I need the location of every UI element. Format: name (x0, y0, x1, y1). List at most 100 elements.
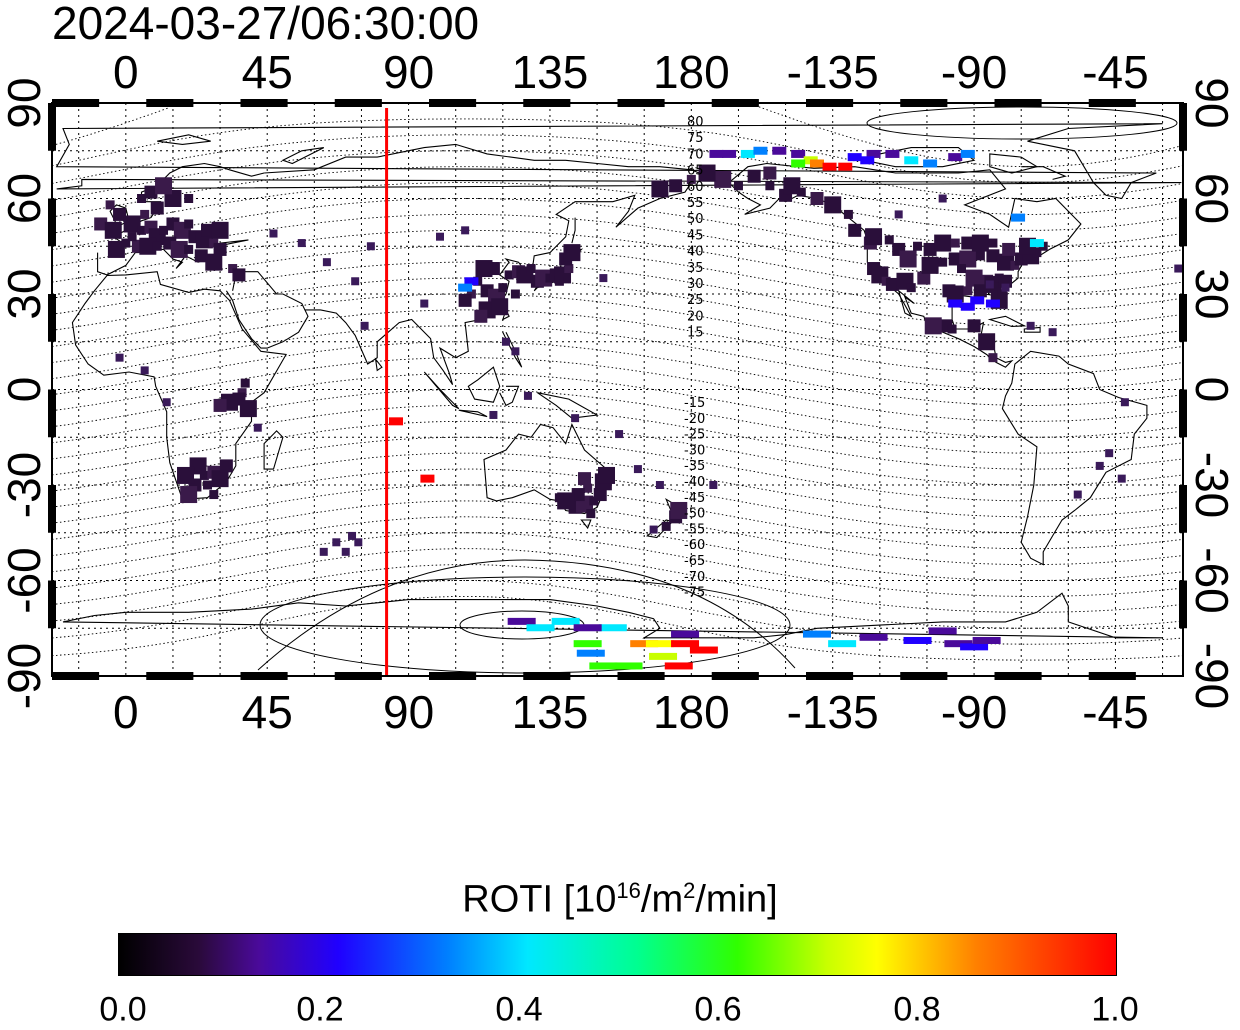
roti-high-point (903, 636, 932, 644)
roti-patch (714, 170, 732, 188)
roti-point (269, 229, 278, 238)
coastline (423, 371, 460, 410)
contour-label: 25 (687, 293, 704, 308)
roti-point (322, 258, 331, 267)
roti-patch (973, 284, 987, 298)
roti-patch (201, 223, 215, 237)
right-lat-label: 90 (1186, 77, 1238, 128)
right-lat-label: -30 (1186, 452, 1238, 518)
roti-patch (144, 185, 158, 199)
frame-tick-bar (994, 672, 1042, 680)
frame-tick-bar (523, 672, 571, 680)
roti-patch (885, 277, 899, 291)
colorbar-tick-4: 0.8 (893, 990, 941, 1029)
coastline (281, 147, 325, 165)
roti-high-point (960, 149, 975, 158)
roti-patch (661, 521, 671, 531)
roti-patch (996, 253, 1014, 271)
roti-high-point (420, 474, 435, 483)
top-lon-label: -45 (1082, 46, 1148, 98)
roti-patch (963, 286, 973, 296)
frame-tick-bar (48, 485, 56, 533)
roti-patch (583, 483, 593, 493)
frame-tick-bar (523, 99, 571, 107)
roti-point (332, 538, 341, 547)
roti-patch (205, 253, 223, 271)
roti-high-point (948, 153, 963, 162)
contour-label: -40 (684, 475, 705, 490)
roti-patch (921, 256, 939, 274)
coastline (499, 385, 520, 407)
roti-point (1120, 398, 1129, 407)
roti-high-point (828, 640, 857, 648)
roti-patch (947, 324, 957, 334)
roti-high-point (614, 662, 643, 670)
frame-tick-bar (1179, 580, 1187, 629)
frame-tick-bar (1088, 99, 1136, 107)
frame-tick-bar (48, 580, 56, 629)
roti-point (489, 410, 498, 419)
top-lon-label: 90 (383, 46, 434, 98)
roti-high-point (944, 640, 973, 648)
roti-point (435, 232, 444, 241)
frame-tick-bar (334, 672, 382, 680)
roti-patch (475, 260, 493, 278)
roti-high-point (573, 640, 602, 648)
left-lat-label: 90 (0, 77, 50, 128)
coastline (374, 357, 383, 372)
roti-high-point (598, 624, 627, 632)
roti-patch (965, 269, 983, 287)
frame-tick-bar (48, 103, 56, 151)
roti-patch (959, 250, 977, 268)
roti-high-point (389, 417, 404, 426)
roti-high-point (838, 162, 853, 171)
coastline (56, 178, 1182, 190)
roti-point (511, 347, 520, 356)
roti-high-point (753, 146, 768, 155)
roti-high-point (573, 624, 602, 632)
roti-patch (967, 319, 981, 333)
coastline (225, 271, 309, 349)
roti-point (709, 481, 718, 489)
top-lon-label: 45 (242, 46, 293, 98)
frame-tick-bar (240, 672, 288, 680)
roti-high-point (822, 162, 837, 171)
coastline (263, 430, 284, 470)
coastline (458, 409, 488, 418)
roti-patch (948, 252, 962, 266)
roti-patch (1002, 242, 1016, 256)
roti-patch (924, 317, 942, 335)
roti-patch (747, 169, 761, 183)
roti-patch (961, 236, 975, 250)
roti-point (140, 366, 149, 375)
frame-tick-bar (1179, 294, 1187, 342)
roti-patch (239, 400, 257, 418)
roti-high-point (664, 662, 693, 670)
coastline (580, 519, 592, 530)
roti-patch (498, 283, 508, 293)
timestamp-title: 2024-03-27/06:30:00 (52, 0, 480, 49)
coastline (97, 239, 249, 276)
roti-patch (177, 466, 195, 484)
roti-point (938, 194, 947, 203)
roti-patch (586, 509, 596, 519)
roti-map: 8075706560555045403530252015-15-20-25-30… (0, 46, 1238, 738)
frame-tick-bar (711, 99, 759, 107)
roti-point (633, 465, 642, 474)
colorbar-tick-0: 0.0 (99, 990, 147, 1029)
contour-label: 45 (687, 228, 704, 243)
contour-label: -65 (684, 554, 705, 569)
roti-patch (104, 221, 122, 239)
roti-patch (155, 177, 173, 195)
frame-tick-bar (806, 99, 854, 107)
roti-point (351, 277, 360, 286)
roti-patch (733, 181, 743, 191)
coastline (1023, 326, 1041, 333)
roti-patch (978, 333, 996, 351)
roti-point (297, 239, 306, 248)
coastline (62, 592, 1163, 639)
coastline (304, 182, 692, 386)
roti-high-point (928, 627, 957, 635)
roti-point (599, 274, 608, 283)
